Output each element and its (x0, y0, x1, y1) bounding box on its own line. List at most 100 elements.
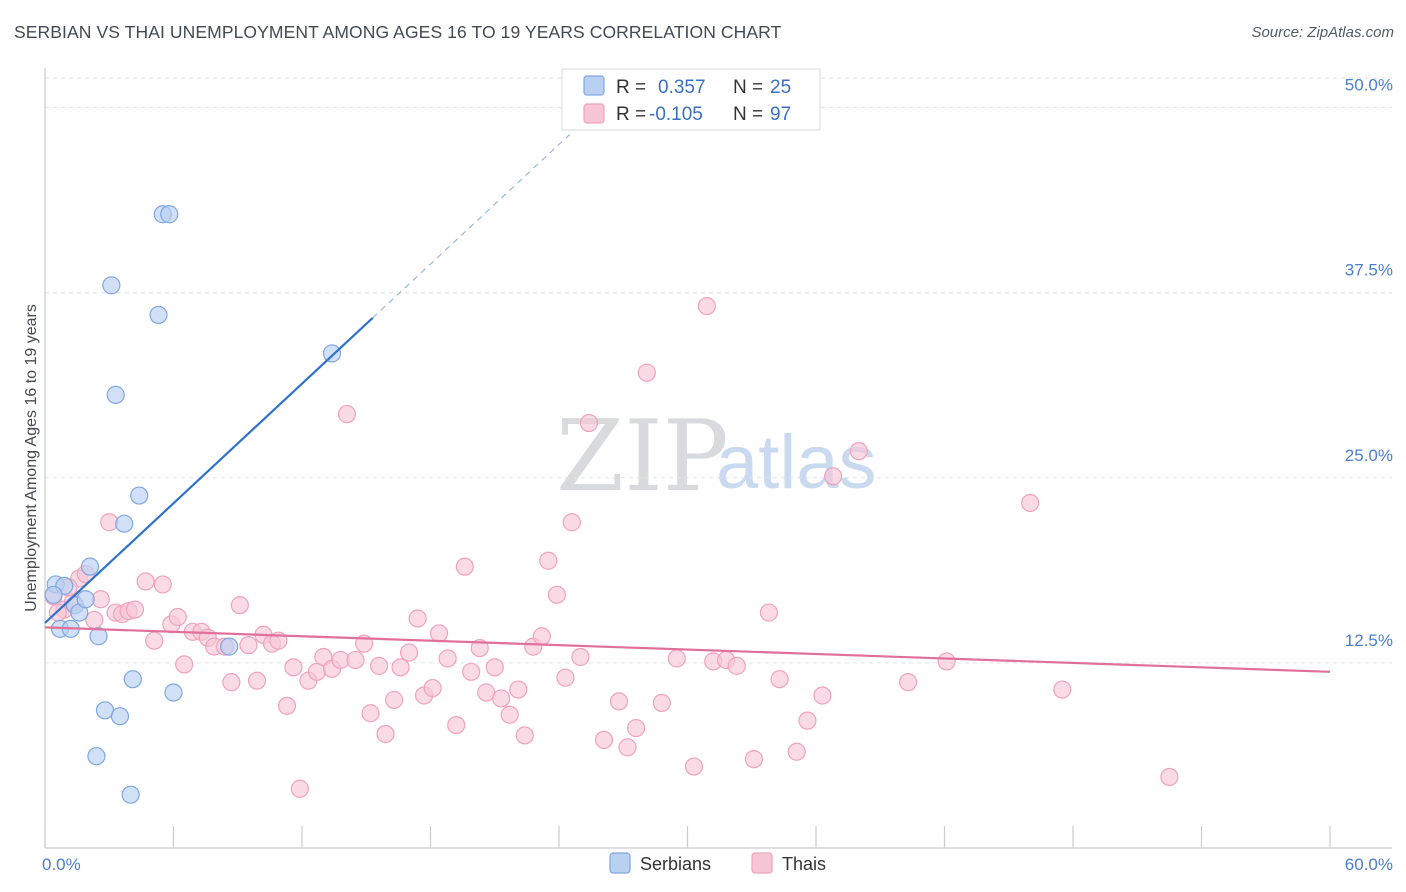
thai-point (500, 705, 519, 724)
thai-point (277, 696, 297, 715)
serbian-point (44, 585, 63, 604)
thais-n-value: 97 (770, 104, 791, 125)
stats-legend: R = 0.357 N = 25 R = -0.105 N = 97 (561, 68, 821, 131)
thai-point (515, 726, 534, 745)
serbian-point (322, 344, 342, 363)
thai-point (230, 596, 249, 615)
thai-point (370, 656, 389, 675)
serbian-point (106, 385, 125, 404)
thai-point (509, 680, 528, 699)
thai-point (168, 607, 187, 627)
thai-point (937, 652, 956, 671)
y-tick-label: 37.5% (1345, 261, 1393, 280)
legend-serbians-swatch (609, 852, 631, 874)
thai-point (361, 704, 380, 723)
thai-point (438, 649, 457, 668)
serbians-n-label: N = (733, 77, 763, 98)
serbian-point (76, 590, 95, 609)
serbian-point (115, 514, 134, 533)
serbians-trend-extension (372, 134, 571, 319)
serbian-point (87, 747, 106, 766)
thai-point (618, 738, 637, 757)
thai-point (798, 711, 817, 730)
thais-r-value: -0.105 (649, 104, 703, 125)
legend-serbians-label: Serbians (640, 854, 711, 874)
thai-point (1021, 493, 1040, 513)
serbian-point (130, 486, 149, 505)
thai-point (1160, 767, 1179, 787)
thai-point (539, 551, 558, 570)
thai-point (125, 600, 145, 619)
serbian-point (123, 670, 142, 689)
x-tick-label-end: 60.0% (1345, 855, 1393, 874)
thai-point (175, 655, 194, 674)
thai-point (532, 627, 551, 646)
thai-point (744, 750, 763, 769)
thai-point (1053, 680, 1072, 699)
serbians-n-value: 25 (770, 77, 791, 98)
thai-point (492, 689, 511, 708)
thai-point (384, 690, 404, 710)
y-tick-label: 12.5% (1345, 631, 1393, 650)
thais-n-label: N = (733, 104, 763, 125)
thai-point (652, 693, 671, 712)
thai-point (579, 413, 599, 433)
thai-point (770, 670, 789, 689)
thai-point (470, 638, 489, 658)
thai-point (759, 603, 778, 622)
thai-point (153, 575, 172, 594)
chart-title: SERBIAN VS THAI UNEMPLOYMENT AMONG AGES … (14, 22, 782, 42)
trend-lines (44, 134, 1331, 673)
thai-point (609, 692, 629, 711)
thai-point (290, 779, 309, 798)
y-tick-label: 50.0% (1345, 76, 1393, 95)
thai-point (849, 442, 868, 461)
thai-point (346, 650, 365, 670)
thai-point (100, 513, 119, 532)
serbian-point (110, 707, 130, 726)
thai-point (429, 624, 449, 643)
thai-point (485, 658, 504, 677)
thai-point (571, 647, 590, 667)
thai-point (337, 405, 357, 424)
legend-thais-label: Thais (782, 854, 826, 874)
data-points (44, 205, 1179, 804)
serbian-point (149, 305, 168, 325)
thai-point (136, 572, 155, 591)
thai-point (824, 467, 843, 486)
serbian-point (121, 785, 140, 804)
thai-point (547, 585, 566, 604)
thai-point (408, 609, 427, 628)
thai-point (562, 513, 581, 532)
thai-point (391, 658, 410, 677)
thai-point (247, 671, 267, 690)
legend-thais-swatch (751, 852, 773, 874)
thais-trend-line (44, 626, 1331, 673)
serbian-point (220, 637, 239, 656)
thai-point (727, 656, 746, 675)
thai-point (239, 636, 258, 655)
axes (44, 68, 1392, 849)
thai-point (423, 678, 442, 698)
serbian-point (102, 276, 121, 295)
x-tick-labels: 0.0% 60.0% (42, 855, 1393, 874)
thai-point (556, 668, 575, 687)
thai-point (637, 363, 656, 382)
thai-point (898, 673, 918, 692)
serbian-point (89, 627, 108, 646)
series-legend: Serbians Thais (609, 852, 826, 874)
thai-point (376, 724, 395, 744)
serbians-swatch (583, 75, 605, 96)
thai-point (284, 658, 303, 677)
y-tick-label: 25.0% (1345, 446, 1393, 465)
serbian-point (80, 557, 100, 576)
y-axis-label: Unemployment Among Ages 16 to 19 years (23, 304, 40, 612)
thai-point (399, 643, 419, 662)
gridlines (45, 77, 1392, 664)
serbians-trend-line (44, 317, 374, 624)
thai-point (684, 757, 704, 776)
serbian-point (160, 205, 179, 224)
thai-point (85, 610, 104, 630)
thai-point (455, 557, 474, 576)
